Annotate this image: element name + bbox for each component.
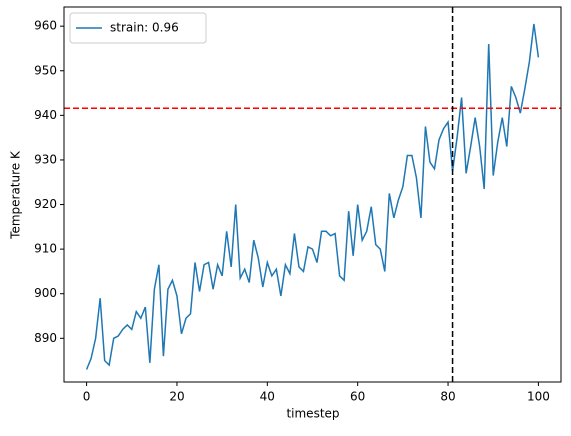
y-tick-label: 920 <box>34 197 57 211</box>
y-tick-label: 890 <box>34 331 57 345</box>
y-tick-label: 960 <box>34 19 57 33</box>
y-tick-label: 910 <box>34 242 57 256</box>
x-tick-label: 40 <box>260 390 275 404</box>
legend-label: strain: 0.96 <box>110 21 179 35</box>
y-tick-label: 940 <box>34 108 57 122</box>
plot-frame <box>63 6 562 383</box>
x-tick-label: 0 <box>83 390 91 404</box>
data-line <box>85 23 540 370</box>
y-axis-label: Temperature K <box>9 150 23 240</box>
x-tick-label: 100 <box>527 390 550 404</box>
x-tick-label: 60 <box>350 390 365 404</box>
legend-box <box>69 12 207 44</box>
y-tick-label: 950 <box>34 63 57 77</box>
y-tick-label: 900 <box>34 286 57 300</box>
y-tick-label: 930 <box>34 152 57 166</box>
x-axis-label: timestep <box>286 407 339 421</box>
x-tick-label: 20 <box>169 390 184 404</box>
x-tick-label: 80 <box>440 390 455 404</box>
